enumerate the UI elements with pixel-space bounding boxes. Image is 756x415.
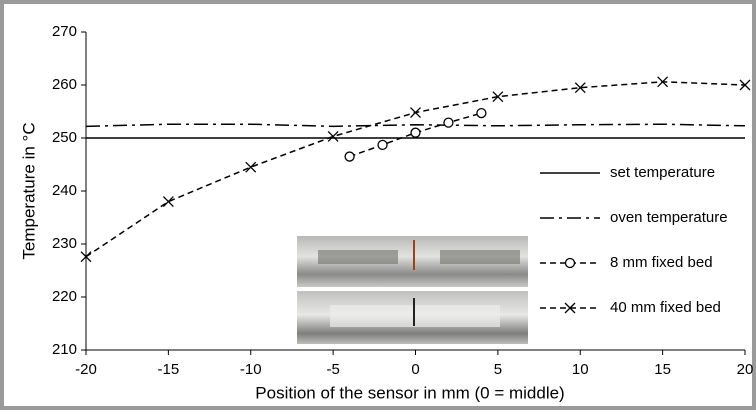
x-tick-label: 15 (654, 361, 671, 378)
marker (327, 130, 339, 142)
x-tick-label: -10 (240, 361, 262, 378)
marker (492, 91, 504, 103)
y-tick-label: 220 (52, 288, 77, 305)
y-tick-label: 260 (52, 76, 77, 93)
marker (657, 76, 669, 88)
legend-label: 40 mm fixed bed (610, 299, 721, 316)
x-tick-label: 20 (737, 361, 754, 378)
marker (245, 161, 257, 173)
series-line (85, 123, 746, 128)
marker (344, 151, 355, 162)
legend-label: oven temperature (610, 209, 728, 226)
marker (476, 107, 487, 119)
marker (739, 79, 751, 91)
x-tick-label: -20 (75, 361, 97, 378)
y-tick-label: 270 (52, 23, 77, 40)
y-axis-title: Temperature in °C (19, 122, 38, 259)
marker (443, 117, 454, 128)
marker (162, 196, 174, 208)
marker (564, 302, 576, 314)
marker (410, 107, 421, 119)
marker (410, 127, 421, 138)
x-tick-label: 5 (494, 361, 502, 378)
marker (574, 82, 586, 94)
x-axis-title: Position of the sensor in mm (0 = middle… (255, 383, 564, 402)
marker (80, 251, 92, 263)
x-tick-label: -5 (326, 361, 339, 378)
marker (377, 139, 388, 151)
y-tick-label: 230 (52, 235, 77, 252)
inset-photo (297, 236, 528, 344)
x-tick-label: -15 (158, 361, 180, 378)
legend-label: set temperature (610, 164, 715, 181)
x-tick-label: 10 (572, 361, 589, 378)
marker (564, 257, 576, 269)
legend-label: 8 mm fixed bed (610, 254, 713, 271)
y-tick-label: 250 (52, 129, 77, 146)
y-tick-label: 210 (52, 341, 77, 358)
y-tick-label: 240 (52, 182, 77, 199)
x-tick-label: 0 (411, 361, 419, 378)
